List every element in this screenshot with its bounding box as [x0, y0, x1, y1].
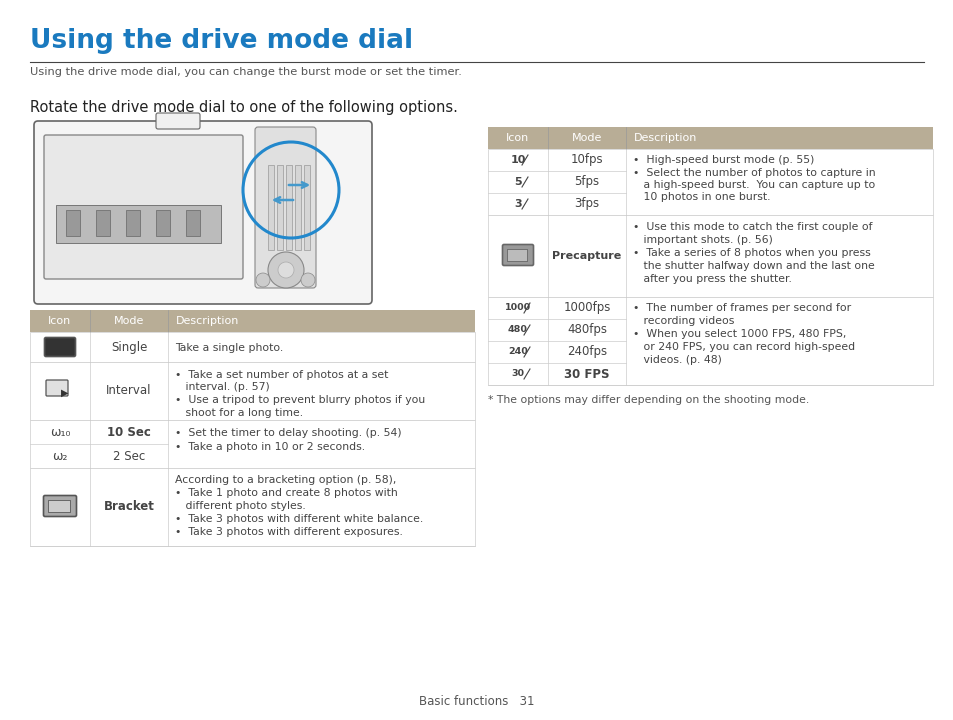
Text: •  Take 3 photos with different white balance.: • Take 3 photos with different white bal…: [174, 514, 423, 524]
Text: •  The number of frames per second for: • The number of frames per second for: [633, 303, 850, 313]
FancyBboxPatch shape: [156, 113, 200, 129]
Text: 480fps: 480fps: [566, 323, 606, 336]
Text: •  Take a set number of photos at a set: • Take a set number of photos at a set: [174, 370, 388, 380]
Text: •  Use a tripod to prevent blurry photos if you: • Use a tripod to prevent blurry photos …: [174, 395, 425, 405]
FancyBboxPatch shape: [44, 135, 243, 279]
Bar: [96, 210, 110, 236]
Bar: [294, 165, 301, 250]
Bar: [506, 249, 526, 261]
Text: ω₁₀: ω₁₀: [50, 426, 71, 438]
Bar: [268, 165, 274, 250]
Text: •  When you select 1000 FPS, 480 FPS,: • When you select 1000 FPS, 480 FPS,: [633, 329, 845, 339]
Text: 5: 5: [514, 177, 521, 187]
Text: According to a bracketing option (p. 58),: According to a bracketing option (p. 58)…: [174, 475, 395, 485]
Text: •  Select the number of photos to capture in: • Select the number of photos to capture…: [633, 168, 875, 178]
Text: Description: Description: [175, 316, 239, 326]
Text: •  Take a series of 8 photos when you press: • Take a series of 8 photos when you pre…: [633, 248, 870, 258]
FancyBboxPatch shape: [44, 495, 76, 516]
Text: videos. (p. 48): videos. (p. 48): [633, 355, 721, 365]
Text: Icon: Icon: [506, 133, 529, 143]
Text: Rotate the drive mode dial to one of the following options.: Rotate the drive mode dial to one of the…: [30, 100, 457, 115]
Bar: [30, 420, 475, 468]
Text: or 240 FPS, you can record high-speed: or 240 FPS, you can record high-speed: [633, 342, 854, 352]
Text: important shots. (p. 56): important shots. (p. 56): [633, 235, 772, 245]
Text: Using the drive mode dial: Using the drive mode dial: [30, 28, 413, 54]
Text: Using the drive mode dial, you can change the burst mode or set the timer.: Using the drive mode dial, you can chang…: [30, 67, 461, 77]
Text: •  Take 3 photos with different exposures.: • Take 3 photos with different exposures…: [174, 527, 402, 537]
Bar: [488, 149, 932, 215]
Circle shape: [255, 273, 270, 287]
Text: 10 photos in one burst.: 10 photos in one burst.: [633, 192, 770, 202]
Bar: [488, 127, 932, 149]
Text: Bracket: Bracket: [104, 500, 154, 513]
Text: recording videos: recording videos: [633, 316, 734, 326]
Text: Precapture: Precapture: [552, 251, 621, 261]
Bar: [488, 215, 932, 297]
Text: 10fps: 10fps: [570, 153, 602, 166]
Bar: [156, 210, 170, 236]
Bar: [30, 468, 475, 546]
Text: Basic functions   31: Basic functions 31: [418, 695, 535, 708]
Bar: [48, 500, 70, 512]
FancyBboxPatch shape: [502, 245, 533, 266]
Text: Interval: Interval: [106, 384, 152, 397]
Bar: [304, 165, 310, 250]
Text: Description: Description: [634, 133, 697, 143]
Text: 480: 480: [508, 325, 527, 335]
Bar: [56, 205, 221, 243]
Text: after you press the shutter.: after you press the shutter.: [633, 274, 791, 284]
Text: •  Set the timer to delay shooting. (p. 54): • Set the timer to delay shooting. (p. 5…: [174, 428, 401, 438]
Circle shape: [268, 252, 304, 288]
Text: ω₂: ω₂: [52, 449, 68, 462]
Text: different photo styles.: different photo styles.: [174, 501, 305, 511]
Text: 3fps: 3fps: [574, 197, 598, 210]
Bar: [66, 210, 80, 236]
Text: 5fps: 5fps: [574, 176, 598, 189]
FancyBboxPatch shape: [34, 121, 372, 304]
Text: Mode: Mode: [113, 316, 144, 326]
Bar: [30, 310, 475, 332]
Text: * The options may differ depending on the shooting mode.: * The options may differ depending on th…: [488, 395, 808, 405]
Text: 10: 10: [510, 155, 525, 165]
Text: 240fps: 240fps: [566, 346, 606, 359]
Text: 1000fps: 1000fps: [562, 302, 610, 315]
FancyBboxPatch shape: [254, 127, 315, 288]
Text: Icon: Icon: [49, 316, 71, 326]
Bar: [30, 362, 475, 420]
Text: •  High-speed burst mode (p. 55): • High-speed burst mode (p. 55): [633, 155, 814, 165]
Circle shape: [301, 273, 314, 287]
Text: Mode: Mode: [571, 133, 601, 143]
FancyBboxPatch shape: [46, 380, 68, 396]
Text: 1000: 1000: [504, 304, 531, 312]
Text: 240: 240: [508, 348, 527, 356]
Bar: [30, 332, 475, 362]
Text: Single: Single: [111, 341, 147, 354]
Circle shape: [277, 262, 294, 278]
Text: the shutter halfway down and the last one: the shutter halfway down and the last on…: [633, 261, 874, 271]
Text: 30: 30: [511, 369, 524, 379]
Bar: [286, 165, 292, 250]
Bar: [186, 210, 200, 236]
Bar: [126, 210, 140, 236]
Text: •  Use this mode to catch the first couple of: • Use this mode to catch the first coupl…: [633, 222, 872, 232]
Text: 2 Sec: 2 Sec: [112, 449, 145, 462]
Text: •  Take 1 photo and create 8 photos with: • Take 1 photo and create 8 photos with: [174, 488, 397, 498]
Bar: [488, 297, 932, 385]
Bar: [276, 165, 283, 250]
Text: a high-speed burst.  You can capture up to: a high-speed burst. You can capture up t…: [633, 180, 874, 190]
Text: interval. (p. 57): interval. (p. 57): [174, 382, 270, 392]
Text: 30 FPS: 30 FPS: [563, 367, 609, 380]
Text: •  Take a photo in 10 or 2 seconds.: • Take a photo in 10 or 2 seconds.: [174, 442, 365, 452]
Text: 10 Sec: 10 Sec: [107, 426, 151, 438]
Text: Take a single photo.: Take a single photo.: [174, 343, 283, 353]
FancyBboxPatch shape: [45, 338, 75, 356]
Text: shoot for a long time.: shoot for a long time.: [174, 408, 303, 418]
Text: 3: 3: [514, 199, 521, 209]
Text: ▶: ▶: [61, 388, 69, 398]
